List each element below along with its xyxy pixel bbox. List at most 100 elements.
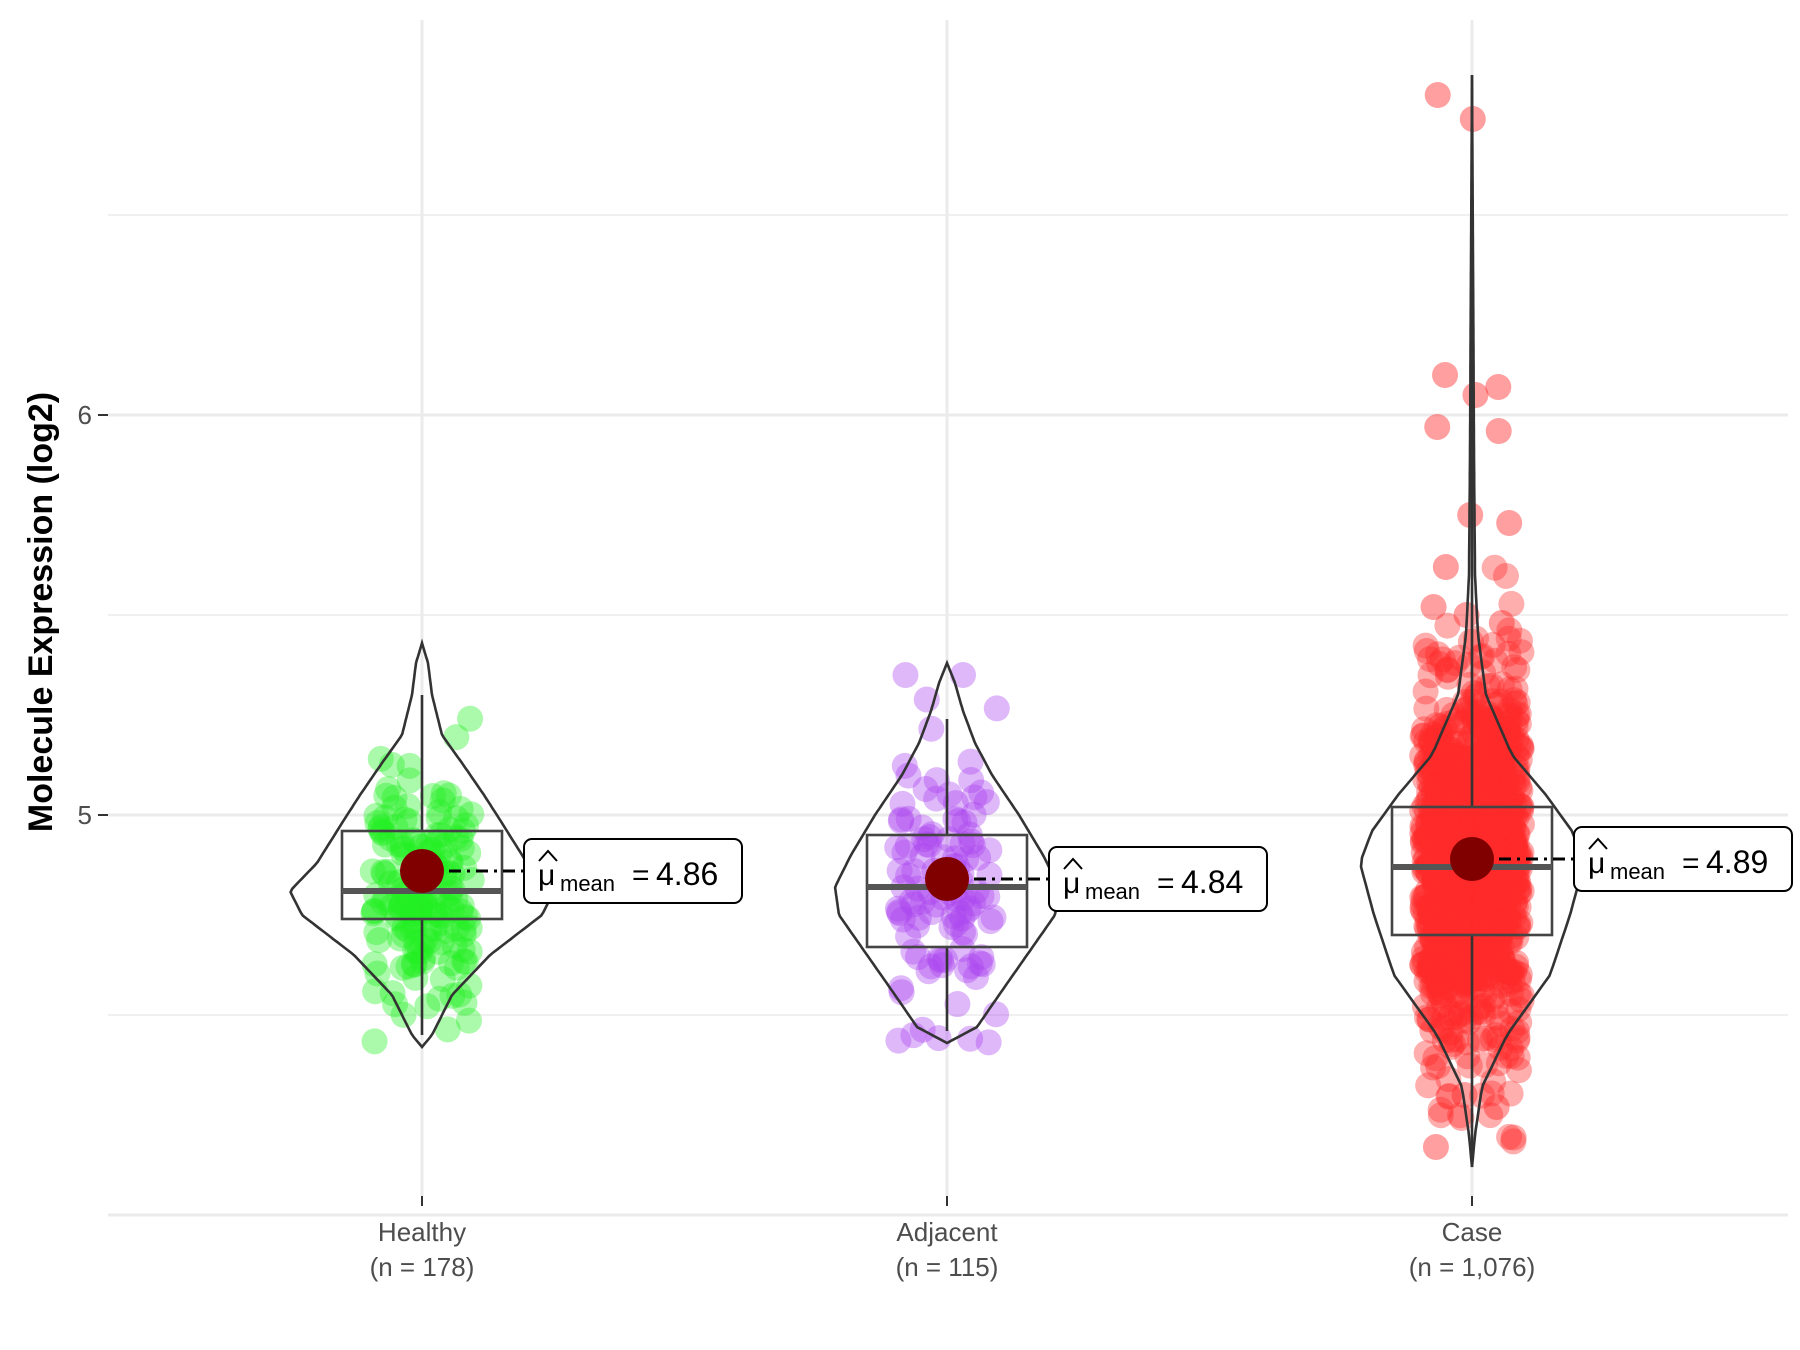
data-point: [1487, 958, 1514, 985]
data-point: [983, 695, 1010, 722]
data-point: [1455, 729, 1482, 756]
data-point: [1477, 910, 1504, 937]
mean-point: [400, 849, 444, 893]
data-point: [1434, 656, 1461, 683]
data-point: [450, 921, 477, 948]
data-point: [945, 808, 972, 835]
data-point: [1498, 817, 1525, 844]
data-point: [1505, 842, 1532, 869]
data-point: [1485, 765, 1512, 792]
data-point: [946, 900, 973, 927]
data-point: [1428, 984, 1455, 1011]
data-point-outlier: [1432, 554, 1459, 580]
mean-value: 4.89: [1706, 844, 1768, 880]
data-point: [1426, 755, 1453, 782]
data-point: [1463, 891, 1490, 918]
data-point: [1424, 775, 1451, 802]
data-point: [1488, 885, 1515, 912]
data-point: [1438, 1000, 1465, 1027]
data-point: [1412, 900, 1439, 927]
data-point: [1492, 562, 1519, 589]
data-point: [1421, 774, 1448, 801]
data-point: [1479, 744, 1506, 771]
data-point: [1506, 875, 1533, 902]
data-point: [1410, 898, 1437, 925]
data-point: [1422, 1045, 1449, 1072]
data-point: [443, 954, 470, 981]
data-point: [1422, 931, 1449, 958]
data-point: [1476, 903, 1503, 930]
data-point: [1418, 819, 1445, 846]
data-point: [1502, 831, 1529, 858]
data-point: [975, 1029, 1002, 1056]
data-point: [1418, 959, 1445, 986]
data-point: [1482, 993, 1509, 1020]
data-point: [958, 767, 985, 794]
data-point: [957, 748, 984, 775]
data-point: [1473, 951, 1500, 978]
data-point: [1430, 822, 1457, 849]
data-point: [1500, 815, 1527, 842]
data-point: [1410, 827, 1436, 854]
data-point: [1505, 894, 1532, 921]
data-point: [1463, 816, 1490, 843]
data-point: [364, 810, 391, 837]
data-point: [1468, 745, 1495, 772]
data-point: [1437, 894, 1464, 921]
data-point: [1421, 866, 1448, 893]
data-point: [1433, 762, 1460, 789]
data-point: [1412, 827, 1439, 854]
data-point: [1488, 796, 1515, 823]
data-point: [1431, 980, 1458, 1007]
data-point: [428, 903, 455, 930]
data-point: [943, 911, 970, 938]
data-point: [1464, 785, 1491, 812]
data-point: [394, 893, 421, 920]
data-point: [1488, 876, 1515, 903]
data-point: [361, 898, 388, 925]
data-point: [1439, 951, 1466, 978]
data-point: [1442, 1004, 1469, 1031]
data-point: [1421, 829, 1448, 856]
x-tick-n-label: (n = 178): [370, 1252, 475, 1282]
data-point: [1493, 906, 1520, 933]
data-point: [886, 857, 913, 884]
data-point: [1480, 882, 1507, 909]
data-point: [1443, 981, 1470, 1008]
data-point: [1495, 717, 1522, 744]
data-point: [1437, 965, 1464, 992]
data-point: [1462, 683, 1489, 710]
data-point: [1427, 1096, 1454, 1123]
data-point: [1420, 779, 1447, 806]
data-point: [1418, 798, 1445, 825]
data-point: [437, 849, 464, 876]
data-point: [1479, 632, 1506, 659]
data-point: [396, 767, 423, 794]
data-point: [1487, 863, 1514, 890]
data-point: [1499, 876, 1526, 903]
data-point: [965, 844, 992, 871]
data-point: [1420, 831, 1447, 858]
violins: [289, 75, 1585, 1168]
data-point: [1439, 890, 1466, 917]
data-point: [1447, 999, 1474, 1026]
data-point: [1496, 815, 1523, 842]
data-point: [1469, 875, 1496, 902]
data-point: [916, 832, 943, 859]
data-point: [1426, 829, 1453, 856]
data-point: [1477, 1102, 1504, 1129]
data-point: [1419, 831, 1446, 858]
data-point-outlier: [1488, 610, 1515, 636]
data-point: [895, 762, 922, 789]
data-point: [976, 861, 1003, 888]
data-point: [443, 805, 470, 832]
data-point: [1483, 865, 1510, 892]
data-point: [1508, 982, 1535, 1009]
data-point: [1445, 730, 1472, 757]
data-point: [1413, 728, 1440, 755]
data-point: [935, 826, 962, 853]
data-point: [1508, 811, 1535, 838]
data-point: [1478, 815, 1505, 842]
data-point: [1494, 824, 1521, 851]
data-point: [1503, 726, 1530, 753]
